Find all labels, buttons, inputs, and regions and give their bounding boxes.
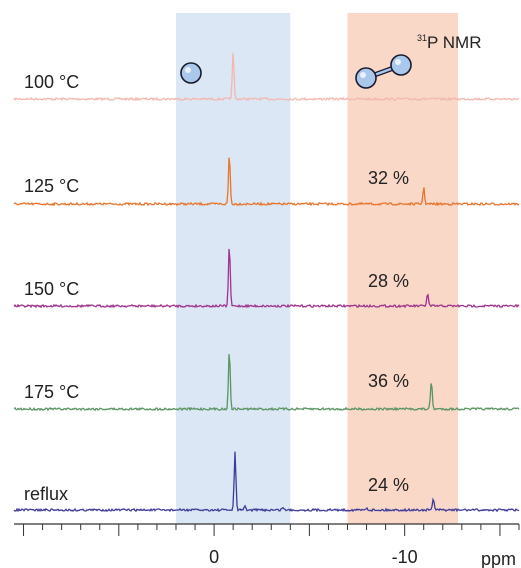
spectrum-line-1 [13,157,520,207]
x-axis-title: ppm [481,549,516,568]
series-label-1: 125 °C [24,176,79,196]
spectrum-line-4 [13,451,520,513]
spectrum-line-3 [13,354,520,412]
series-labels: 100 °C 125 °C 32 % 150 °C 28 % 175 °C 36 % refl… [24,72,409,504]
x-axis: 0 -10 ppm [14,523,520,568]
series-label-0: 100 °C [24,72,79,92]
monomer-region [175,13,291,524]
nucleus-label: 31P NMR [417,33,482,52]
single-sphere-icon [180,62,202,84]
spectrum-line-2 [13,248,520,309]
series-label-3: 175 °C [24,382,79,402]
dimer-percent-label-3: 36 % [368,371,409,391]
x-tick-label: -10 [392,547,418,567]
dimer-percent-label-2: 28 % [368,271,409,291]
series-label-4: reflux [24,484,68,504]
series-label-2: 150 °C [24,279,79,299]
molecule-icons [180,54,412,89]
spectra-traces [13,52,520,513]
dimer-region [347,13,459,524]
dimer-percent-label-1: 32 % [368,168,409,188]
two-spheres-dimer-icon [355,54,412,89]
x-tick-label: 0 [209,547,219,567]
highlight-regions [175,13,459,524]
dimer-percent-label-4: 24 % [368,475,409,495]
spectrum-line-0 [13,52,520,102]
